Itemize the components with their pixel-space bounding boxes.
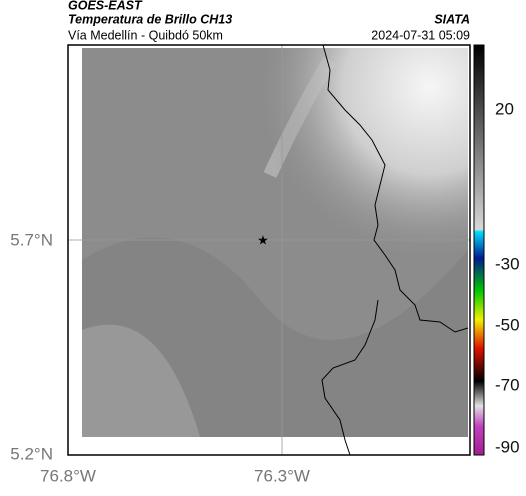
x-label: 76.8°W <box>40 466 96 485</box>
y-label: 5.2°N <box>10 444 53 463</box>
region: Vía Medellín - Quibdó 50km <box>68 28 223 42</box>
x-label: 76.3°W <box>254 466 310 485</box>
border <box>322 44 469 333</box>
map-frame <box>67 44 471 456</box>
product: Temperatura de Brillo CH13 <box>68 12 232 26</box>
y-label: 5.7°N <box>10 230 53 249</box>
colorbar <box>473 44 485 456</box>
location-star: ★ <box>257 232 269 247</box>
satellite: GOES-EAST <box>68 0 143 12</box>
source: SIATA <box>434 12 470 26</box>
colorbar-label: -30 <box>495 254 520 273</box>
colorbar-label: -50 <box>495 315 520 334</box>
colorbar-label: -70 <box>495 375 520 394</box>
datetime: 2024-07-31 05:09 <box>371 28 470 42</box>
border <box>321 299 379 456</box>
colorbar-label: 20 <box>495 99 514 118</box>
imagery-cloud <box>82 48 468 437</box>
colorbar-label: -90 <box>495 437 520 456</box>
